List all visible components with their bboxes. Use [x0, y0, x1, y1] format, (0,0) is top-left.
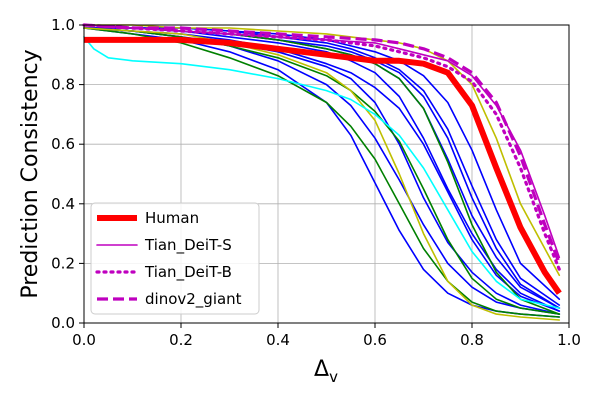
series-layer	[82, 23, 562, 321]
series-line-dinov2-giant	[83, 23, 561, 264]
y-axis-title: Prediction Consistency	[18, 49, 43, 298]
series-line-model-yellow-1	[83, 27, 561, 321]
y-tick-label-0: 0.0	[51, 314, 75, 332]
plot-frame	[83, 24, 570, 324]
legend-label-2: Tian_DeiT-B	[144, 263, 232, 282]
legend-label-0: Human	[145, 209, 199, 227]
x-axis-title: Δv	[314, 357, 338, 386]
series-line-human	[84, 36, 562, 295]
y-tick-label-4: 0.8	[51, 76, 75, 94]
series-line-model-blue-8	[83, 27, 561, 312]
y-tick-label-3: 0.6	[51, 135, 75, 153]
x-axis-title-subscript: v	[329, 368, 338, 386]
series-line-tian-deit-b	[82, 23, 561, 271]
x-tick-label-1: 0.2	[169, 331, 193, 349]
y-tick-label-5: 1.0	[51, 16, 75, 34]
series-line-model-green-1	[83, 27, 561, 318]
x-tick-label-3: 0.6	[363, 331, 387, 349]
y-tick-label-2: 0.4	[51, 195, 75, 213]
legend-label-1: Tian_DeiT-S	[144, 236, 232, 255]
x-tick-label-5: 1.0	[557, 331, 581, 349]
legend-label-3: dinov2_giant	[145, 290, 242, 309]
y-tick-label-1: 0.2	[51, 254, 75, 272]
x-tick-label-0: 0.0	[72, 331, 96, 349]
series-line-model-cyan-1	[83, 36, 561, 309]
x-tick-label-2: 0.4	[266, 331, 290, 349]
x-tick-label-4: 0.8	[460, 331, 484, 349]
legend-box	[90, 202, 260, 315]
legend: Human Tian_DeiT-S Tian_DeiT-B dinov2_giant	[90, 202, 260, 315]
axis-ticks: 0.0 0.2 0.4 0.6 0.8 1.0 0.0 0.2 0.4 0.6 0.8 1.0	[51, 16, 581, 349]
x-axis-title-main: Δ	[314, 357, 329, 382]
